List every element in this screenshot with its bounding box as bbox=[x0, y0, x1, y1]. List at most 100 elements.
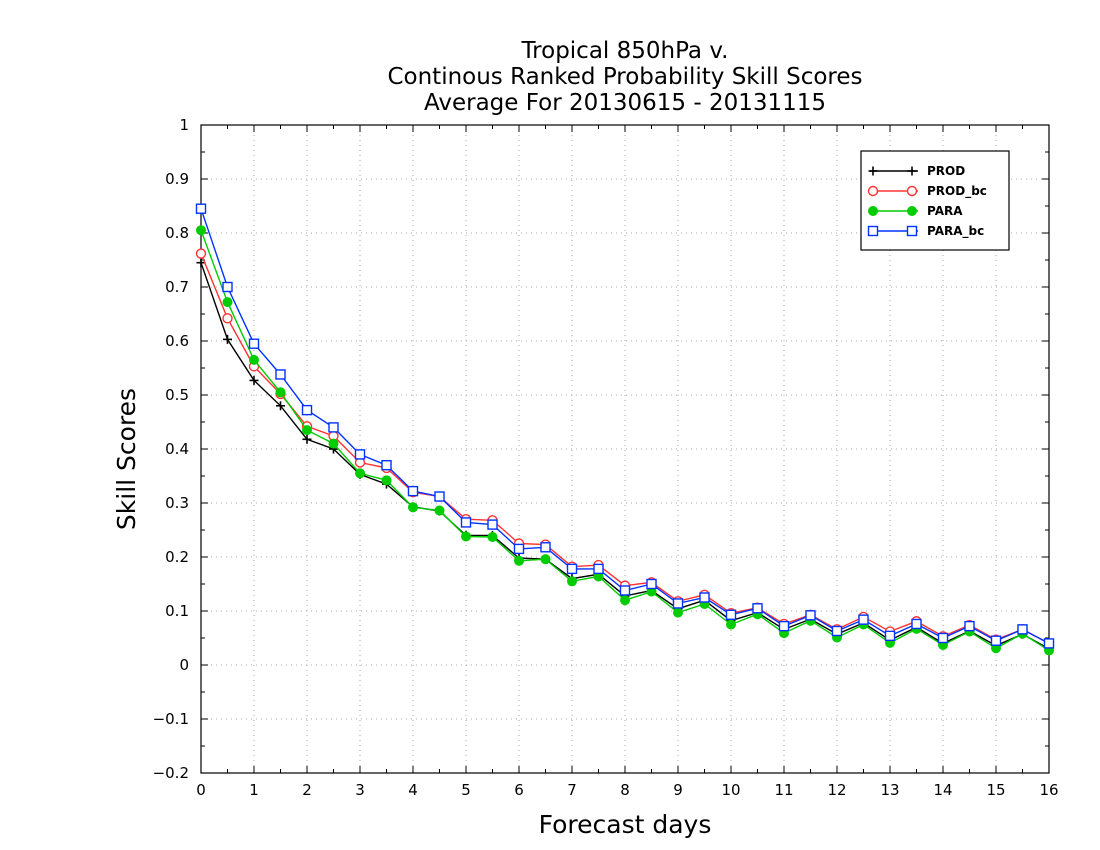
y-tick-label: 1 bbox=[179, 116, 189, 134]
data-point-para-bc bbox=[1017, 624, 1028, 635]
data-point-para bbox=[355, 468, 365, 479]
data-point-para-bc bbox=[248, 338, 260, 349]
data-point-para-bc bbox=[593, 563, 604, 575]
chart-title-line-2: Continous Ranked Probability Skill Score… bbox=[387, 64, 862, 90]
data-point-para-bc bbox=[195, 203, 207, 214]
data-point-para bbox=[620, 595, 630, 606]
data-point-para-bc bbox=[381, 460, 392, 471]
series-para-bc bbox=[195, 203, 1055, 649]
data-point-para bbox=[381, 475, 392, 486]
chart-title-line-3: Average For 20130615 - 20131115 bbox=[424, 90, 826, 116]
y-tick-label: 0 bbox=[179, 656, 189, 674]
data-point-para bbox=[567, 576, 577, 587]
legend: PROD PROD_bc PARA PARA_bc bbox=[860, 150, 1010, 251]
data-point-para-bc bbox=[911, 618, 922, 630]
data-point-para-bc bbox=[460, 517, 472, 528]
data-point-para-bc bbox=[884, 630, 896, 642]
y-tick-label: 0.9 bbox=[165, 170, 189, 188]
data-point-prod bbox=[276, 401, 285, 411]
data-point-para bbox=[222, 297, 233, 308]
y-tick-label: 0.8 bbox=[165, 224, 189, 242]
legend-marker-start-para bbox=[868, 206, 878, 216]
data-point-para bbox=[328, 438, 339, 449]
data-point-para-bc bbox=[778, 620, 790, 632]
x-tick-label: 16 bbox=[1039, 781, 1058, 799]
data-point-para bbox=[487, 532, 498, 543]
legend-marker-end-prod bbox=[907, 166, 917, 176]
y-axis-label: Skill Scores bbox=[112, 388, 141, 530]
x-tick-label: 7 bbox=[567, 781, 577, 799]
x-tick-label: 12 bbox=[827, 781, 846, 799]
legend-label-para: PARA bbox=[927, 204, 963, 218]
data-point-para-bc bbox=[752, 603, 763, 614]
x-tick-label: 0 bbox=[196, 781, 206, 799]
x-axis-label: Forecast days bbox=[539, 810, 712, 839]
x-tick-label: 6 bbox=[514, 781, 524, 799]
data-point-para bbox=[434, 505, 445, 516]
x-tick-label: 10 bbox=[721, 781, 740, 799]
data-point-prod-bc bbox=[195, 248, 207, 259]
data-point-para-bc bbox=[937, 632, 949, 644]
data-point-para-bc bbox=[964, 620, 975, 632]
data-point-para-bc bbox=[672, 598, 684, 609]
data-point-para-bc bbox=[699, 592, 710, 603]
legend-box bbox=[860, 150, 1010, 251]
data-point-para-bc bbox=[990, 635, 1002, 646]
data-point-para-bc bbox=[434, 491, 445, 502]
data-point-para-bc bbox=[513, 543, 525, 555]
legend-marker-end-para bbox=[907, 206, 917, 216]
x-tick-labels: 0 1 2 3 4 5 6 7 8 9 10 11 12 13 14 15 16 bbox=[196, 781, 1058, 799]
x-tick-label: 9 bbox=[673, 781, 683, 799]
series-layer bbox=[195, 203, 1055, 656]
y-tick-label: 0.2 bbox=[165, 548, 189, 566]
data-point-para bbox=[408, 502, 418, 513]
data-point-para bbox=[461, 531, 471, 542]
y-tick-label: −0.1 bbox=[153, 710, 189, 728]
data-point-para-bc bbox=[301, 404, 313, 416]
y-tick-label: 0.6 bbox=[165, 332, 189, 350]
x-tick-label: 11 bbox=[774, 781, 793, 799]
data-point-prod bbox=[302, 434, 312, 444]
data-point-para-bc bbox=[487, 519, 498, 530]
data-point-para-bc bbox=[619, 585, 631, 596]
x-tick-label: 1 bbox=[249, 781, 259, 799]
legend-marker-start-prod bbox=[868, 166, 878, 176]
y-tick-label: 0.4 bbox=[165, 440, 189, 458]
y-tick-label: 0.3 bbox=[165, 494, 189, 512]
legend-marker-start-para-bc bbox=[867, 225, 879, 237]
series-line-para-bc bbox=[200, 208, 1050, 645]
legend-label-prod: PROD bbox=[927, 164, 965, 178]
legend-marker-end-prod-bc bbox=[906, 185, 918, 197]
data-point-para-bc bbox=[354, 449, 366, 460]
data-point-prod bbox=[196, 258, 206, 268]
data-point-para-bc bbox=[831, 625, 843, 637]
x-tick-label: 5 bbox=[461, 781, 471, 799]
legend-entry-para-bc: PARA_bc bbox=[867, 224, 984, 239]
data-point-para-bc bbox=[646, 578, 657, 590]
data-point-para-bc bbox=[407, 485, 419, 497]
legend-entry-prod-bc: PROD_bc bbox=[867, 184, 987, 199]
grid-lines bbox=[201, 125, 1049, 773]
data-point-para-bc bbox=[858, 614, 869, 625]
x-tick-label: 13 bbox=[880, 781, 899, 799]
legend-entries: PROD PROD_bc PARA PARA_bc bbox=[867, 164, 987, 239]
data-point-para bbox=[726, 619, 736, 630]
x-tick-label: 15 bbox=[986, 781, 1005, 799]
data-point-para bbox=[673, 607, 683, 618]
data-point-prod bbox=[223, 334, 232, 344]
y-tick-label: 0.5 bbox=[165, 386, 189, 404]
data-point-prod-bc bbox=[222, 313, 233, 324]
data-point-para bbox=[540, 554, 551, 565]
legend-marker-end-para-bc bbox=[906, 225, 918, 237]
data-point-para bbox=[249, 354, 259, 365]
x-tick-label: 14 bbox=[933, 781, 952, 799]
data-point-para-bc bbox=[725, 609, 737, 620]
data-point-para bbox=[514, 555, 524, 566]
legend-label-prod-bc: PROD_bc bbox=[927, 184, 987, 199]
x-tick-label: 3 bbox=[355, 781, 365, 799]
x-tick-label: 4 bbox=[408, 781, 418, 799]
data-point-para-bc bbox=[540, 542, 551, 553]
data-point-para-bc bbox=[222, 281, 233, 293]
data-point-para-bc bbox=[1043, 638, 1055, 649]
